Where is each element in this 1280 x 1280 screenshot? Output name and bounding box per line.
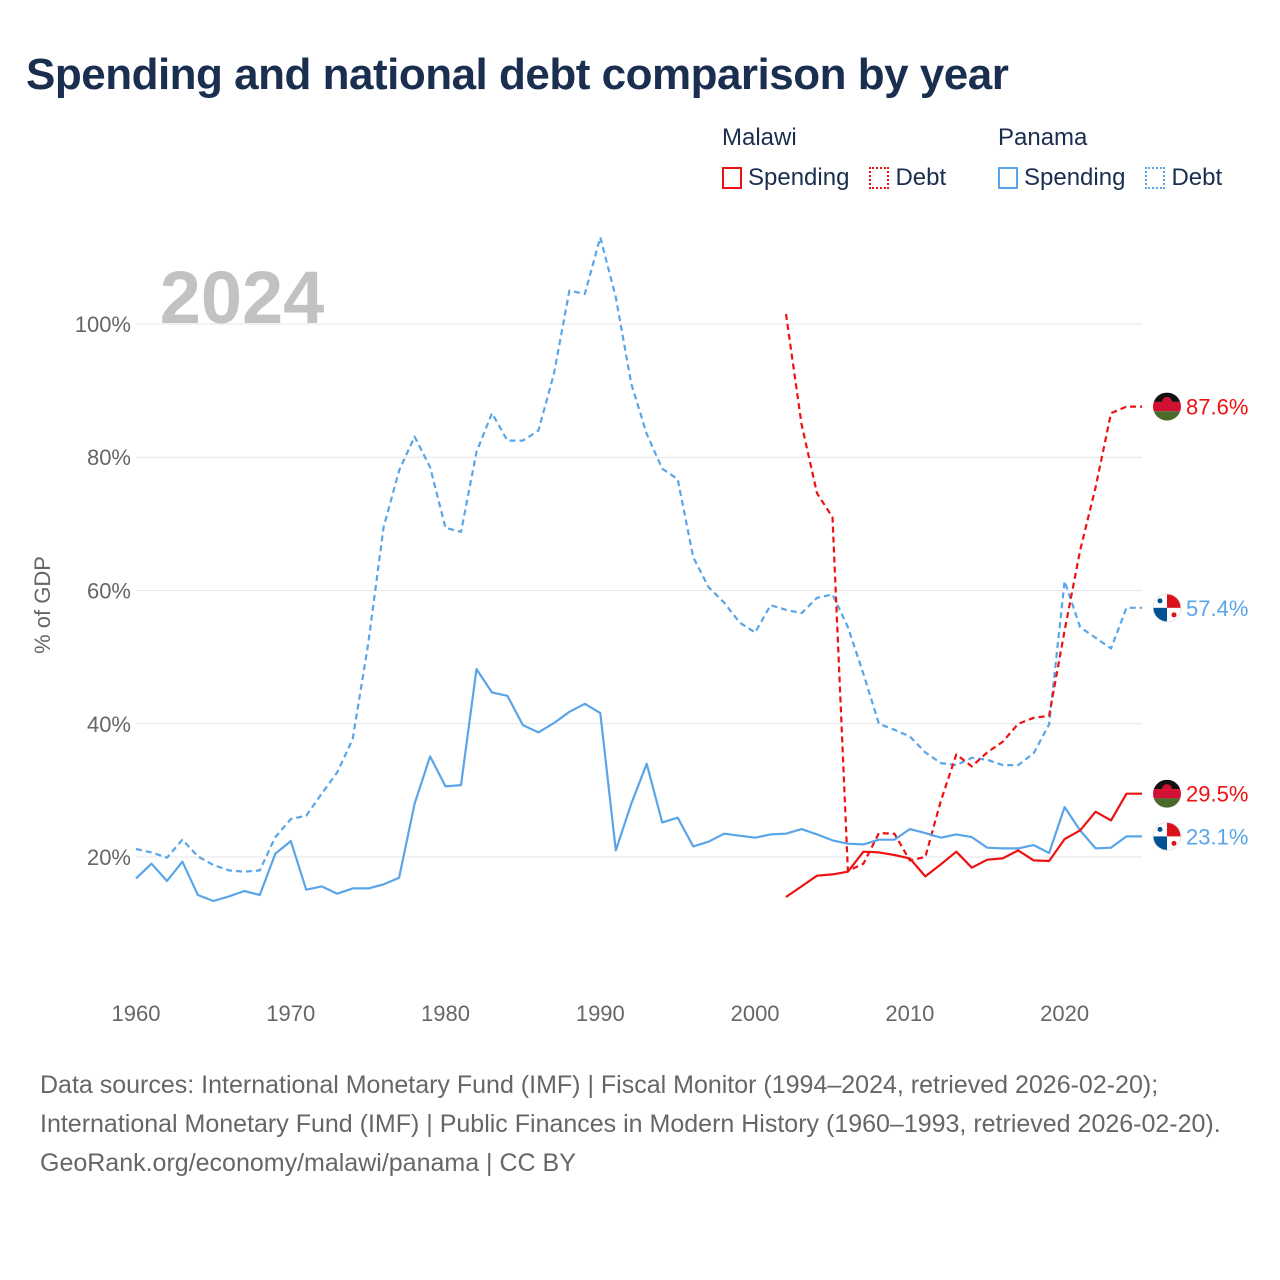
y-tick-label: 60% bbox=[87, 579, 131, 604]
solid-line-swatch-icon bbox=[998, 167, 1018, 189]
end-value-label: 23.1% bbox=[1186, 824, 1248, 849]
panama-flag-icon bbox=[1152, 593, 1182, 623]
legend-item-label: Debt bbox=[1171, 164, 1223, 191]
end-value-label: 87.6% bbox=[1186, 395, 1248, 420]
series-line-panama-debt[interactable] bbox=[135, 236, 1142, 873]
legend-malawi: Malawi Spending Debt bbox=[722, 124, 946, 192]
series-line-malawi-debt[interactable] bbox=[784, 313, 1142, 873]
legend-item-label: Spending bbox=[748, 164, 850, 191]
y-tick-label: 20% bbox=[87, 845, 131, 870]
end-value-label: 57.4% bbox=[1186, 596, 1248, 621]
chart-title: Spending and national debt comparison by… bbox=[26, 50, 1009, 99]
x-tick-label: 1980 bbox=[421, 1001, 470, 1026]
y-axis-label: % of GDP bbox=[30, 556, 55, 654]
x-tick-label: 1970 bbox=[266, 1001, 315, 1026]
legend-item-panama-debt[interactable]: Debt bbox=[1145, 164, 1222, 192]
line-chart: 2024 % of GDP 20% 40% 60% 80% 100% 1960 1970 19… bbox=[30, 236, 1248, 1026]
legend-country-label: Panama bbox=[998, 124, 1088, 151]
dotted-line-swatch-icon bbox=[869, 167, 890, 189]
chart-footer: Data sources: International Monetary Fun… bbox=[40, 1066, 1240, 1183]
legend-country-label: Malawi bbox=[722, 124, 797, 151]
x-tick-label: 2020 bbox=[1040, 1001, 1089, 1026]
legend-item-label: Spending bbox=[1024, 164, 1126, 191]
dotted-line-swatch-icon bbox=[1145, 167, 1166, 189]
year-watermark: 2024 bbox=[160, 256, 325, 339]
panama-flag-icon bbox=[1152, 821, 1182, 851]
credit-link[interactable]: GeoRank.org/economy/malawi/panama | CC B… bbox=[40, 1149, 576, 1177]
solid-line-swatch-icon bbox=[722, 167, 742, 189]
y-tick-label: 80% bbox=[87, 445, 131, 470]
x-tick-label: 2010 bbox=[885, 1001, 934, 1026]
legend-item-malawi-debt[interactable]: Debt bbox=[869, 164, 946, 192]
x-tick-label: 2000 bbox=[731, 1001, 780, 1026]
malawi-flag-icon bbox=[1153, 392, 1181, 421]
end-value-label: 29.5% bbox=[1186, 782, 1248, 807]
legend-item-malawi-spending[interactable]: Spending bbox=[722, 164, 849, 192]
legend-item-panama-spending[interactable]: Spending bbox=[998, 164, 1125, 192]
series-line-panama-spending[interactable] bbox=[135, 668, 1142, 903]
legend-panama: Panama Spending Debt bbox=[998, 124, 1222, 192]
x-tick-label: 1960 bbox=[112, 1001, 161, 1026]
y-tick-label: 40% bbox=[87, 712, 131, 737]
y-tick-label: 100% bbox=[75, 312, 131, 337]
series-line-malawi-spending[interactable] bbox=[785, 792, 1142, 898]
x-tick-label: 1990 bbox=[576, 1001, 625, 1026]
legend-item-label: Debt bbox=[895, 164, 947, 191]
malawi-flag-icon bbox=[1153, 779, 1181, 808]
data-sources-text: Data sources: International Monetary Fun… bbox=[40, 1071, 1221, 1138]
